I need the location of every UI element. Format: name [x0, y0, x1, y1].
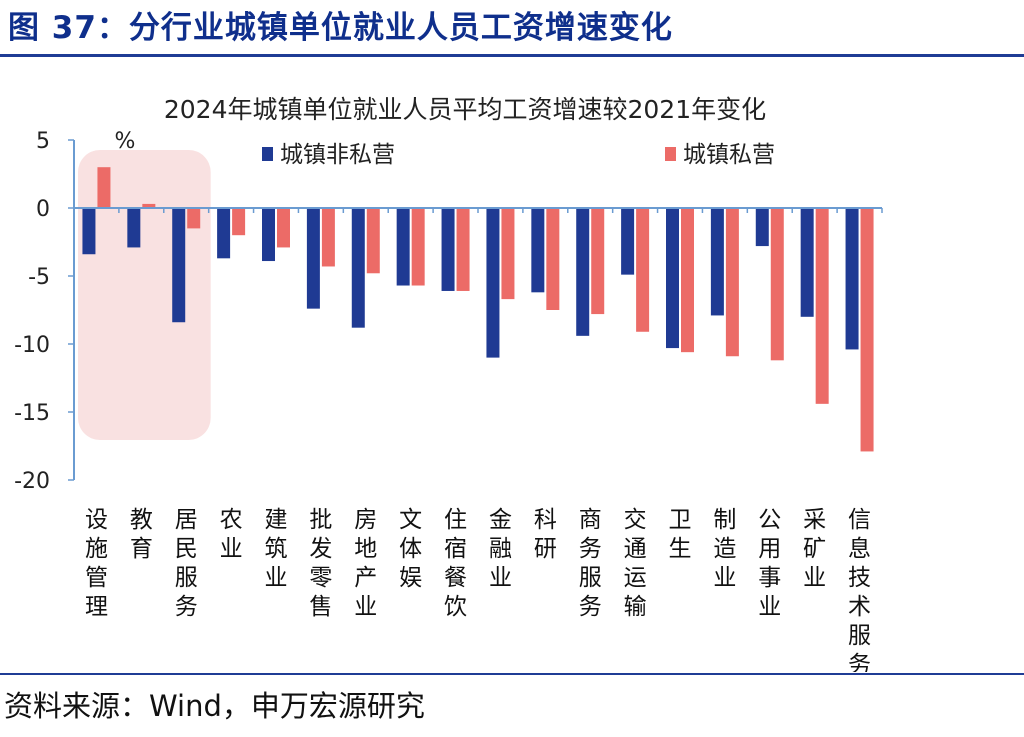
legend-label: 城镇私营 — [683, 142, 775, 168]
bar-nonprivate — [306, 208, 320, 309]
y-tick-label: 5 — [36, 129, 50, 154]
source-rule — [0, 673, 1024, 675]
y-tick-label: -5 — [28, 265, 50, 290]
source-note: 资料来源：Wind，申万宏源研究 — [4, 689, 425, 723]
bar-nonprivate — [217, 208, 231, 259]
bar-private — [142, 203, 156, 208]
bar-nonprivate — [710, 208, 724, 316]
y-tick-label: 0 — [36, 197, 50, 222]
bar-private — [456, 208, 470, 291]
x-category-label: 批发零售 — [309, 507, 332, 620]
bar-nonprivate — [800, 208, 814, 317]
bar-private — [815, 208, 829, 404]
bar-private — [591, 208, 605, 315]
bar-private — [501, 208, 515, 300]
bar-private — [770, 208, 784, 361]
chart-title: 2024年城镇单位就业人员平均工资增速较2021年变化 — [164, 95, 766, 124]
bar-nonprivate — [262, 208, 275, 262]
bar-private — [546, 208, 560, 310]
x-category-label: 教育 — [130, 507, 153, 562]
x-category-label: 科研 — [534, 507, 557, 562]
x-category-label: 农业 — [220, 507, 243, 562]
bar-nonprivate — [755, 208, 769, 247]
x-category-label: 居民服务 — [175, 507, 198, 620]
bar-nonprivate — [172, 208, 186, 323]
legend-label: 城镇非私营 — [280, 142, 395, 168]
bar-chart: 2024年城镇单位就业人员平均工资增速较2021年变化 % 5 0 -5 -10 -15… — [14, 95, 883, 672]
bar-nonprivate — [82, 208, 96, 255]
bar-private — [636, 208, 650, 332]
x-category-label: 信息技术服务 — [848, 507, 871, 672]
x-category-label: 交通运输 — [624, 507, 647, 620]
x-category-label: 文体娱 — [399, 507, 422, 591]
figure-title: 图 37：分行业城镇单位就业人员工资增速变化 — [8, 10, 673, 46]
x-category-label: 金融业 — [489, 507, 512, 591]
legend-swatch — [262, 147, 273, 161]
bar-private — [277, 208, 290, 248]
bar-nonprivate — [486, 208, 500, 358]
bar-private — [366, 208, 380, 274]
bar-private — [411, 208, 425, 286]
bar-nonprivate — [127, 208, 141, 248]
x-category-label: 公用事业 — [758, 507, 781, 620]
bar-private — [725, 208, 739, 357]
bar-private — [321, 208, 335, 267]
bar-private — [187, 208, 201, 229]
bar-private — [860, 208, 874, 452]
x-category-label: 商务服务 — [579, 507, 602, 620]
bar-nonprivate — [441, 208, 455, 291]
bar-nonprivate — [845, 208, 859, 350]
x-category-label: 制造业 — [713, 507, 736, 591]
x-category-label: 设施管理 — [85, 507, 108, 620]
y-tick-label: -10 — [14, 333, 50, 358]
x-category-label: 采矿业 — [803, 507, 826, 591]
x-category-label: 建筑业 — [265, 507, 288, 591]
bar-private — [681, 208, 694, 353]
x-category-label: 卫生 — [669, 507, 692, 562]
bar-private — [97, 167, 111, 208]
y-axis-unit: % — [115, 129, 136, 154]
bar-nonprivate — [396, 208, 410, 286]
bar-nonprivate — [576, 208, 590, 336]
bar-nonprivate — [621, 208, 635, 275]
y-tick-label: -20 — [14, 469, 50, 494]
legend-swatch — [665, 147, 676, 161]
bar-nonprivate — [666, 208, 679, 349]
bar-private — [232, 208, 246, 236]
bar-nonprivate — [531, 208, 545, 293]
x-category-label: 住宿餐饮 — [444, 507, 467, 620]
title-rule — [0, 54, 1024, 57]
bar-nonprivate — [351, 208, 365, 328]
x-category-label: 房地产业 — [354, 507, 377, 620]
y-tick-label: -15 — [14, 401, 50, 426]
